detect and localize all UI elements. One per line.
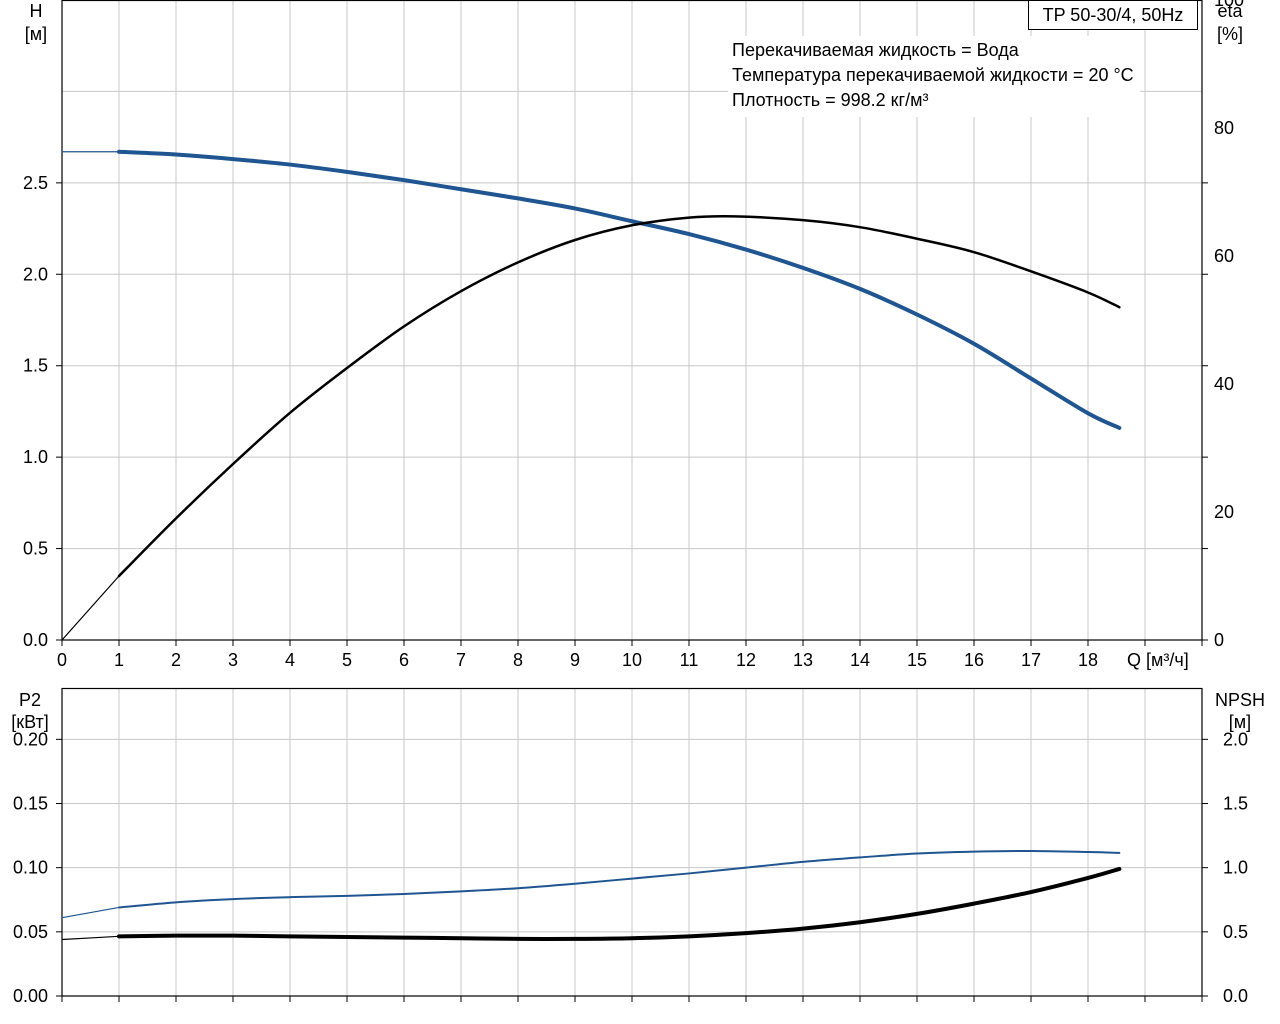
series-curve: [117, 149, 1122, 430]
bottom-left-axis-label-1: P2: [19, 690, 41, 710]
series-curve: [118, 849, 1121, 909]
top-chart-grid: [56, 0, 1208, 646]
x-tick-label: 1: [114, 650, 124, 670]
top-right-axis-label-2: [%]: [1217, 24, 1243, 44]
x-tick-label: 14: [850, 650, 870, 670]
bottom-chart-grid: [56, 687, 1208, 1002]
bottom-right-axis-label-1: NPSH: [1215, 690, 1265, 710]
y-right-tick-label: 0: [1214, 630, 1224, 650]
fluid-info-block: Перекачиваемая жидкость = Вода Температу…: [728, 36, 1140, 117]
top-right-axis-label-1: eta: [1217, 1, 1243, 21]
bottom-right-axis-label-2: [м]: [1229, 712, 1251, 732]
series-curve-extension: [61, 935, 120, 941]
x-tick-label: 6: [399, 650, 409, 670]
y-left-tick-label: 0.10: [13, 858, 48, 878]
series-curve-extension: [61, 575, 120, 641]
y-left-tick-label: 0.0: [23, 630, 48, 650]
y-right-tick-label: 2.0: [1223, 729, 1248, 749]
x-tick-label: 16: [964, 650, 984, 670]
y-right-tick-label: 100: [1214, 0, 1244, 10]
fluid-info-line: Перекачиваемая жидкость = Вода: [732, 40, 1019, 60]
y-left-tick-label: 0.05: [13, 922, 48, 942]
y-left-tick-label: 1.0: [23, 447, 48, 467]
series-curve-extension: [61, 906, 120, 919]
x-tick-label: 5: [342, 650, 352, 670]
y-left-tick-label: 2.5: [23, 173, 48, 193]
x-tick-label: 2: [171, 650, 181, 670]
y-left-tick-label: 2.0: [23, 264, 48, 284]
y-right-tick-label: 20: [1214, 502, 1234, 522]
y-right-tick-label: 1.0: [1223, 858, 1248, 878]
x-tick-label: 7: [456, 650, 466, 670]
y-right-tick-label: 80: [1214, 118, 1234, 138]
series-curve: [117, 866, 1122, 941]
top-chart-curves: [61, 149, 1122, 641]
x-tick-label: 8: [513, 650, 523, 670]
y-right-tick-label: 60: [1214, 246, 1234, 266]
fluid-info-line: Температура перекачиваемой жидкости = 20…: [732, 65, 1134, 85]
y-left-tick-label: 0.20: [13, 729, 48, 749]
x-tick-label: 15: [907, 650, 927, 670]
series-curve: [117, 214, 1121, 578]
y-right-tick-label: 1.5: [1223, 794, 1248, 814]
x-tick-label: 3: [228, 650, 238, 670]
fluid-info-line: Плотность = 998.2 кг/м³: [732, 90, 929, 110]
x-tick-label: 18: [1078, 650, 1098, 670]
bottom-chart-tick-labels: 0.00 0.05 0.10 0.15 0.20 0.0 0.5 1.0 1.5 2.0: [13, 729, 1248, 1006]
bottom-left-axis-label-2: [кВт]: [11, 712, 49, 732]
top-left-axis-label-2: [м]: [25, 24, 47, 44]
bottom-chart-curves: [61, 849, 1122, 941]
y-right-tick-label: 40: [1214, 374, 1234, 394]
y-right-tick-label: 0.5: [1223, 922, 1248, 942]
x-tick-label: 13: [793, 650, 813, 670]
y-left-tick-label: 0.00: [13, 986, 48, 1006]
x-tick-label: 10: [622, 650, 642, 670]
x-tick-label: 9: [570, 650, 580, 670]
x-axis-label: Q [м³/ч]: [1127, 650, 1189, 670]
pump-model-label: TP 50-30/4, 50Hz: [1028, 0, 1198, 30]
x-tick-label: 4: [285, 650, 295, 670]
x-tick-label: 11: [680, 650, 699, 670]
y-left-tick-label: 0.5: [23, 539, 48, 559]
x-tick-label: 17: [1021, 650, 1041, 670]
y-right-tick-label: 0.0: [1223, 986, 1248, 1006]
x-tick-label: 12: [736, 650, 756, 670]
x-tick-label: 0: [57, 650, 67, 670]
top-left-axis-label-1: H: [30, 1, 43, 21]
y-left-tick-label: 0.15: [13, 794, 48, 814]
y-left-tick-label: 1.5: [23, 356, 48, 376]
